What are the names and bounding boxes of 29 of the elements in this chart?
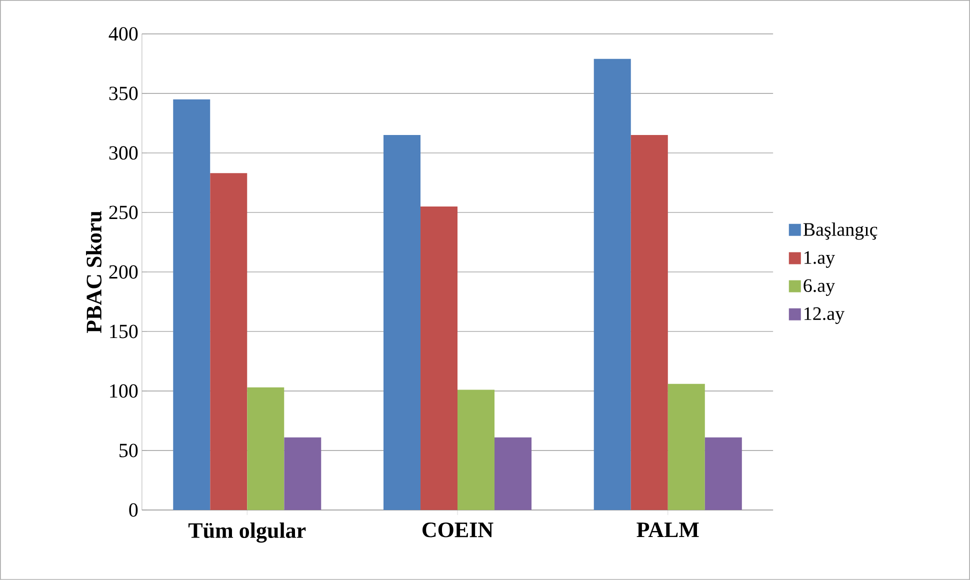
y-tick-label: 250 — [109, 206, 138, 220]
y-tick-label: 350 — [109, 86, 138, 100]
legend-label: 1.ay — [804, 251, 835, 268]
bar — [668, 384, 705, 510]
bar — [594, 58, 631, 510]
bar — [458, 390, 495, 510]
y-tick-label: 50 — [120, 444, 138, 458]
bar — [630, 135, 668, 510]
bar — [173, 99, 210, 510]
y-tick-label: 300 — [109, 146, 138, 160]
legend-label: 6.ay — [804, 279, 835, 296]
bar — [420, 206, 458, 510]
y-tick-label: 150 — [110, 324, 138, 338]
x-tick-label: PALM — [636, 522, 699, 538]
y-tick-label: 200 — [109, 265, 138, 279]
bar — [704, 437, 742, 510]
x-tick-label: Tüm olgular — [188, 522, 306, 543]
bar — [494, 437, 532, 510]
y-tick-label: 0 — [129, 503, 138, 517]
legend-label: 12.ay — [804, 307, 844, 324]
bar — [210, 173, 248, 510]
bar — [284, 437, 322, 510]
bar — [383, 135, 420, 510]
legend-label: Başlangıç — [803, 222, 878, 240]
x-tick-label: COEIN — [422, 522, 494, 538]
y-tick-label: 100 — [110, 384, 138, 398]
bar — [247, 387, 284, 510]
y-tick-label: 400 — [108, 27, 138, 41]
y-axis-title: PBAC Skoru — [86, 211, 102, 334]
